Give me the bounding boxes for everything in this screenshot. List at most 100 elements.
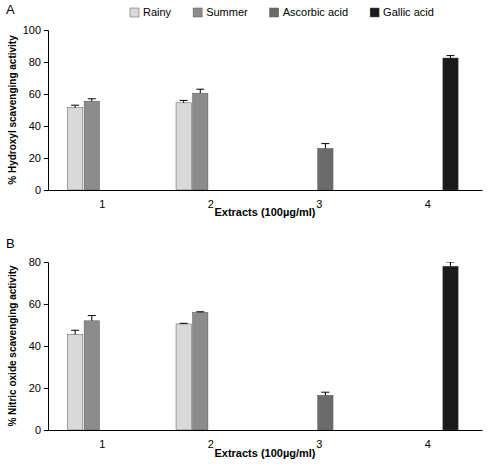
error-bar [88,316,96,321]
error-bar [88,99,96,101]
y-tick-mark [44,62,48,63]
y-tick-label: 60 [29,88,41,100]
x-tick: 2 [208,190,214,210]
error-bar-stem [450,262,451,266]
bar [318,148,333,190]
y-tick: 40 [29,340,48,352]
y-tick: 0 [35,424,48,436]
panel: 0 20 40 60 80 1 2 3 4 B Extracts (100µg/ml) % Nitri… [6,236,483,459]
error-bar [196,89,204,93]
y-tick: 20 [29,152,48,164]
y-tick: 60 [29,298,48,310]
x-axis-title: Extracts (100µg/ml) [214,206,315,218]
y-axis: 0 20 40 60 80 [29,256,49,436]
error-bar-cap [321,392,329,393]
legend-swatch [193,8,202,17]
x-axis-line [49,430,483,431]
error-bar [446,262,454,266]
x-tick-label: 3 [316,438,322,450]
bar [318,395,333,430]
bar [84,101,99,190]
x-tick: 2 [208,430,214,450]
x-tick: 3 [316,190,322,210]
figure: 0204060801001234AExtracts (100µg/ml)% Hy… [0,0,500,469]
bar [193,312,208,430]
y-tick-label: 40 [29,340,41,352]
error-bar [71,330,79,334]
legend-item: Rainy [130,6,172,18]
y-tick-label: 100 [23,24,41,36]
x-tick: 3 [316,430,322,450]
y-tick-label: 40 [29,120,41,132]
y-axis-line [44,263,49,431]
error-bar-cap [446,55,454,56]
panel-label: B [6,236,15,251]
y-tick-mark [44,158,48,159]
y-tick-label: 20 [29,152,41,164]
legend-swatch [370,8,379,17]
y-tick-mark [44,388,48,389]
x-tick-label: 2 [208,198,214,210]
x-tick: 1 [99,190,105,210]
x-tick-label: 4 [425,198,431,210]
error-bar [180,323,188,325]
error-bar-cap [88,98,96,99]
error-bar [71,105,79,107]
error-bar-cap [71,330,79,331]
error-bar-stem [200,89,201,93]
bar [68,108,83,190]
error-bar [446,56,454,58]
x-tick-label: 1 [99,198,105,210]
panel: 0 20 40 60 80 100 1 2 3 4 A Extracts (100µg/ml) % Hy… [6,2,483,218]
x-tick: 4 [425,190,431,210]
error-bar-cap [196,89,204,90]
y-tick-mark [44,30,48,31]
error-bar-cap [71,105,79,106]
legend-item: Ascorbic acid [270,6,348,18]
panel-label: A [6,2,15,17]
legend-item: Gallic acid [370,6,434,18]
error-bar-stem [75,330,76,334]
y-tick-label: 0 [35,184,41,196]
y-axis-title: % Nitric oxide scavenging activity [7,265,18,427]
x-tick-label: 1 [99,438,105,450]
bar [176,324,191,430]
x-tick: 4 [425,430,431,450]
error-bar-cap [180,323,188,324]
y-tick: 40 [29,120,48,132]
y-tick: 60 [29,88,48,100]
error-bar [321,144,329,149]
y-tick-mark [44,430,48,431]
y-tick-label: 20 [29,382,41,394]
x-tick: 1 [99,430,105,450]
error-bar-stem [325,144,326,149]
y-axis-title: % Hydroxyl scavenging activity [7,35,18,185]
y-tick-mark [44,304,48,305]
bar [176,103,191,190]
plot-area [68,262,459,430]
bar [68,334,83,430]
y-tick-mark [44,262,48,263]
x-axis-line [49,190,483,191]
error-bar-cap [180,100,188,101]
error-bar [321,392,329,395]
error-bar-cap [446,262,454,263]
legend-swatch [270,8,279,17]
y-tick-mark [44,126,48,127]
error-bar [180,100,188,102]
y-tick-label: 80 [29,56,41,68]
x-tick-label: 2 [208,438,214,450]
error-bar-cap [321,143,329,144]
y-tick-label: 60 [29,298,41,310]
legend-swatch [130,8,139,17]
legend-item: Summer [193,6,248,18]
x-axis-title: Extracts (100µg/ml) [214,447,315,459]
y-tick: 0 [35,184,48,196]
error-bar-cap [88,315,96,316]
plot-area [68,56,459,190]
bar [443,266,458,430]
y-tick: 100 [23,24,48,36]
legend-label: Ascorbic acid [283,6,348,18]
legend-label: Gallic acid [383,6,434,18]
y-tick: 80 [29,256,48,268]
